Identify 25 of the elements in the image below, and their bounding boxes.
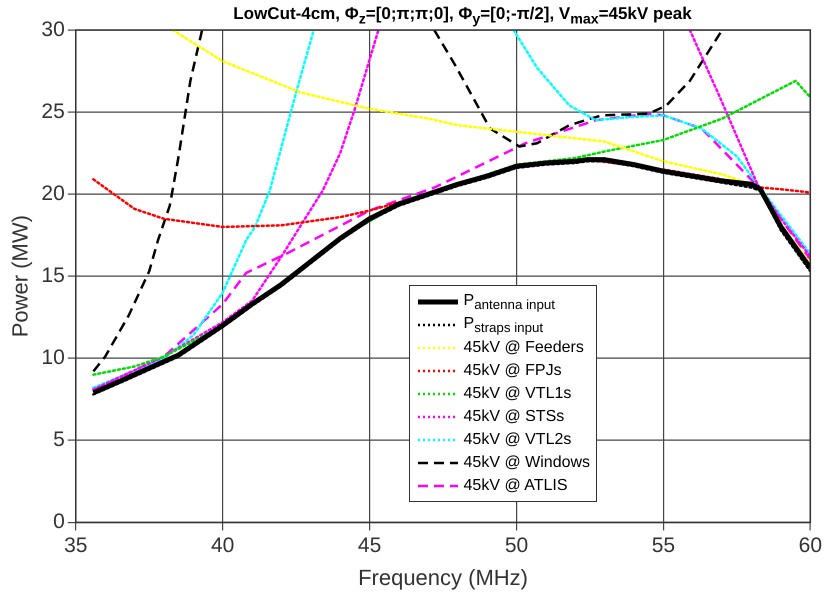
y-tick-label: 15 [41,264,65,287]
y-tick-label: 20 [41,182,65,205]
y-tick-label: 25 [41,100,65,123]
chart-title: LowCut-4cm, Φ$_{z}$=[0;π;π;0], Φ$_{y}$=[0;-π/2], V$_{max}$=45kV peak [232,4,693,28]
legend-label: 45kV @ ATLIS [464,476,568,495]
x-tick-label: 35 [64,534,88,557]
x-axis-title: Frequency (MHz) [358,564,528,590]
legend-label: 45kV @ STSs [464,408,564,426]
y-tick-label: 0 [53,510,65,534]
y-tick-label: 30 [41,18,65,41]
legend-label: P$_{straps input}$ [464,314,544,335]
legend-label: 45kV @ Windows [464,454,590,472]
legend-label: 45kV @ VTL1s [464,384,572,403]
legend-label: 45kV @ Feeders [464,338,584,357]
x-tick-label: 45 [358,534,382,557]
y-tick-label: 5 [53,428,65,452]
x-tick-label: 50 [504,534,528,557]
legend-label: 45kV @ FPJs [464,362,562,380]
x-tick-label: 60 [798,534,822,557]
x-tick-label: 40 [210,534,234,557]
legend-label: 45kV @ VTL2s [464,430,572,449]
x-tick-label: 55 [652,534,676,557]
legend-label: P$_{antenna input}$ [464,292,555,312]
y-tick-label: 10 [41,346,65,370]
y-axis-title: Power (MW) [7,215,32,338]
